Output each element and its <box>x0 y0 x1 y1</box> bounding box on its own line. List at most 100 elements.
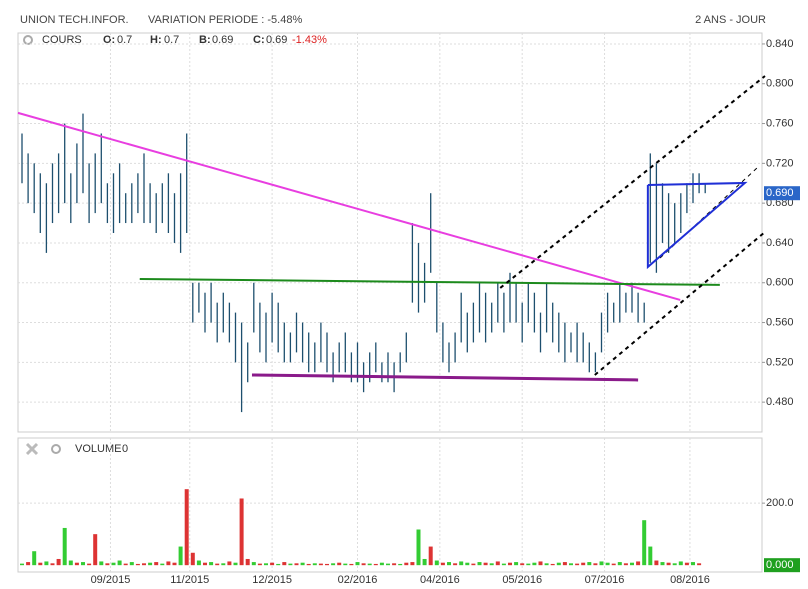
volume-bar <box>666 562 671 566</box>
volume-bar <box>154 562 159 566</box>
volume-bar <box>459 561 464 566</box>
trend-line <box>659 167 758 259</box>
volume-bar <box>697 563 702 566</box>
volume-bar <box>56 558 61 566</box>
price-panel <box>17 32 763 433</box>
volume-bar <box>239 498 244 566</box>
volume-bar <box>447 562 451 566</box>
volume-bar <box>288 563 293 566</box>
close-icon[interactable] <box>25 442 39 456</box>
volume-bar <box>556 562 561 566</box>
trend-line <box>594 231 766 376</box>
volume-bar <box>264 563 268 566</box>
volume-bar <box>617 562 622 566</box>
volume-bar <box>440 562 445 566</box>
low: 0.69 <box>212 34 233 46</box>
volume-bar <box>184 489 189 566</box>
volume-bar <box>300 562 305 566</box>
y-tick-label: 0.720 <box>766 157 794 169</box>
volume-bar <box>117 560 122 566</box>
volume-bar <box>684 562 689 566</box>
volume-bar <box>648 546 653 566</box>
volume-panel <box>17 437 763 573</box>
volume-bar <box>68 560 73 566</box>
volume-bar <box>361 563 366 566</box>
volume-bar <box>575 563 580 566</box>
volume-bar <box>422 558 427 566</box>
volume-value: 0 <box>122 443 128 455</box>
volume-bar <box>32 551 37 566</box>
volume-bar <box>379 562 384 566</box>
volume-bar <box>514 562 519 566</box>
volume-bar <box>20 563 24 566</box>
volume-bar <box>209 562 214 566</box>
volume-bar <box>471 563 476 566</box>
volume-bar <box>123 563 128 566</box>
volume-bar <box>428 546 433 566</box>
trend-line <box>646 181 748 270</box>
volume-bar <box>318 563 323 566</box>
last-value-label: 0.000 <box>766 559 794 571</box>
volume-bar <box>465 562 470 566</box>
volume-bar <box>654 560 659 566</box>
volume-bar <box>392 563 397 566</box>
y-tick-label: 0.840 <box>766 38 794 50</box>
volume-bar <box>251 562 256 566</box>
volume-bar <box>691 562 695 566</box>
period[interactable]: 2 ANS - JOUR <box>695 14 766 26</box>
volume-bar <box>99 561 104 566</box>
volume-bar <box>343 563 348 566</box>
volume-bar <box>81 562 85 566</box>
change: -1.43% <box>292 34 327 46</box>
y-tick-label: 0.760 <box>766 117 794 129</box>
volume-bar <box>526 563 531 566</box>
x-tick-label: 11/2015 <box>170 574 209 586</box>
volume-bar <box>203 562 207 566</box>
y-tick-label: 0.480 <box>766 396 794 408</box>
volume-bar <box>38 562 43 566</box>
volume-bar <box>142 563 146 566</box>
volume-bar <box>489 563 494 566</box>
volume-bar <box>630 562 634 566</box>
last-value-label: 0.690 <box>766 187 794 199</box>
y-tick-label: 200.0 <box>766 497 794 509</box>
volume-bar <box>62 527 67 566</box>
volume-bar <box>398 563 403 566</box>
x-tick-label: 09/2015 <box>91 574 131 586</box>
volume-bar <box>87 563 92 566</box>
y-tick-label: 0.800 <box>766 78 794 90</box>
volume-bar <box>312 563 317 566</box>
volume-bar <box>453 563 458 566</box>
volume-bar <box>373 563 378 566</box>
volume-bar <box>367 563 372 566</box>
volume-bar <box>93 534 98 566</box>
volume-bar <box>227 561 232 566</box>
x-tick-label: 05/2016 <box>502 574 542 586</box>
volume-bar <box>215 563 220 566</box>
last-value-box <box>764 186 800 201</box>
volume-bar <box>135 563 140 566</box>
volume-bar <box>74 562 79 566</box>
volume-bar <box>483 562 488 566</box>
last-value-box <box>764 558 800 573</box>
trend-line <box>17 111 681 301</box>
volume-bar <box>50 563 55 566</box>
volume-bar <box>587 562 592 566</box>
volume-bar <box>386 563 390 566</box>
info-label: COURS <box>42 34 82 46</box>
volume-bar <box>257 563 262 566</box>
variation: VARIATION PERIODE : -5.48% <box>148 14 302 26</box>
volume-bar <box>404 562 409 566</box>
open-label: O: <box>103 34 115 46</box>
volume-bar <box>636 561 641 566</box>
volume-bar <box>172 562 177 566</box>
x-tick-label: 02/2016 <box>338 574 378 586</box>
volume-bar <box>562 562 567 566</box>
volume-bar <box>190 552 195 566</box>
volume-bar <box>148 562 153 566</box>
volume-bar <box>233 562 238 566</box>
volume-bar <box>672 563 677 566</box>
x-tick-label: 12/2015 <box>252 574 292 586</box>
high: 0.7 <box>164 34 179 46</box>
y-tick-label: 0.560 <box>766 316 794 328</box>
